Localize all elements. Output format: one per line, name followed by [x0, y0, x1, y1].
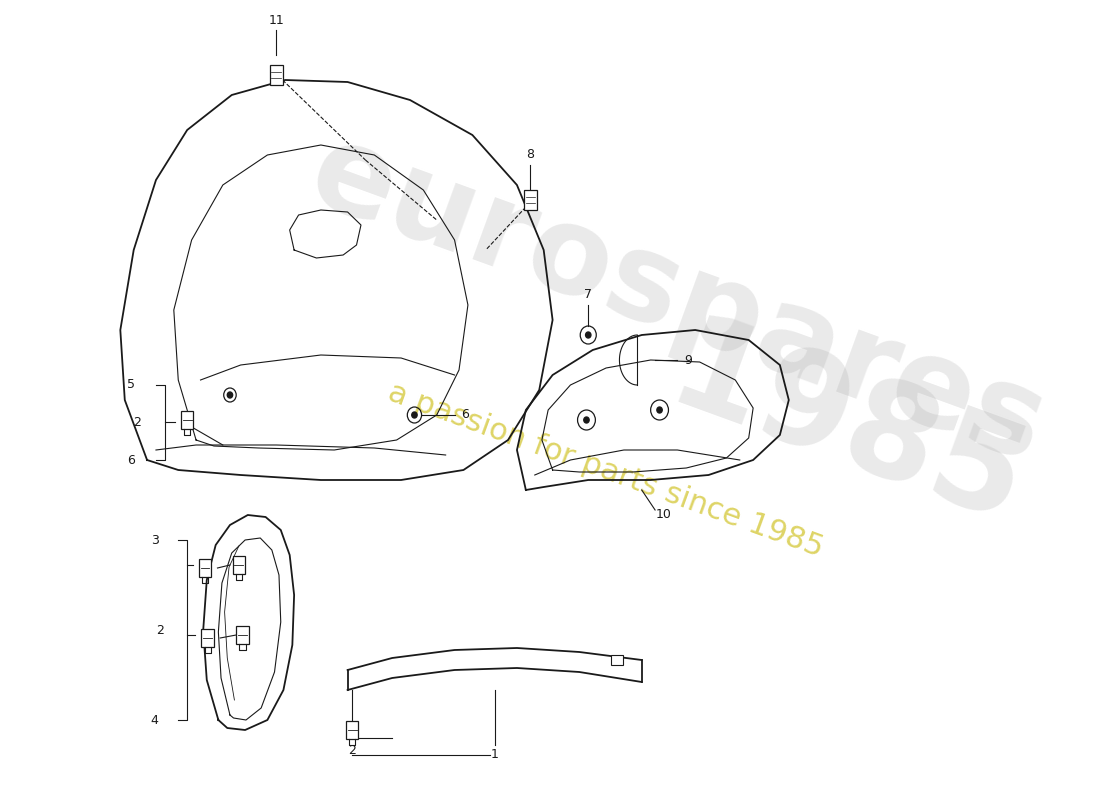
Text: 1985: 1985: [652, 307, 1041, 553]
Circle shape: [228, 392, 232, 398]
Bar: [236, 626, 249, 644]
Text: 2: 2: [156, 623, 164, 637]
Bar: [270, 65, 283, 85]
Bar: [524, 190, 537, 210]
Text: 2: 2: [348, 743, 356, 757]
Bar: [610, 655, 623, 665]
Text: 3: 3: [151, 534, 158, 546]
Circle shape: [657, 407, 662, 413]
Circle shape: [584, 417, 590, 423]
Bar: [199, 559, 211, 577]
Text: a passion for parts since 1985: a passion for parts since 1985: [385, 378, 827, 562]
Text: 4: 4: [151, 714, 158, 726]
Bar: [345, 721, 359, 739]
Circle shape: [585, 332, 591, 338]
Text: eurospares: eurospares: [295, 113, 1060, 487]
Text: 10: 10: [656, 509, 672, 522]
Text: 11: 11: [268, 14, 284, 26]
Text: 6: 6: [128, 454, 135, 466]
Text: 1: 1: [491, 749, 498, 762]
Text: 2: 2: [133, 415, 141, 429]
Text: 9: 9: [684, 354, 692, 366]
Text: 7: 7: [584, 289, 592, 302]
Bar: [201, 629, 213, 647]
Text: 5: 5: [128, 378, 135, 391]
Text: 8: 8: [526, 149, 535, 162]
Bar: [180, 411, 194, 429]
Text: 6: 6: [461, 409, 470, 422]
Bar: [232, 556, 245, 574]
Circle shape: [411, 412, 417, 418]
